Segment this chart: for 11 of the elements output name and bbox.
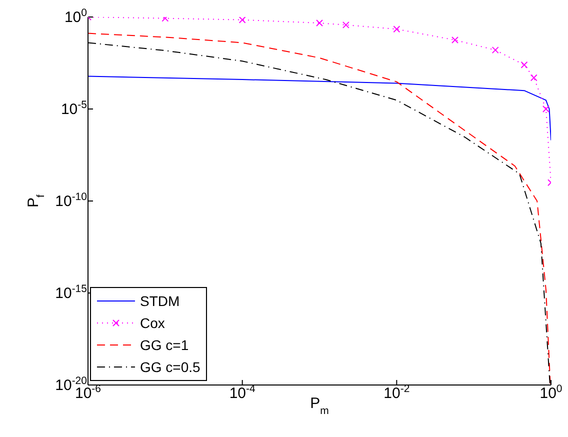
x-axis-title: P$_{m}$ [310, 395, 330, 417]
y-tick-label: 10$^{-5}$ [60, 99, 88, 118]
legend-label: GG c=1 [140, 337, 189, 353]
legend-label: Cox [140, 315, 165, 331]
legend-label: STDM [140, 293, 180, 309]
x-tick-label: 10$^{-4}$ [229, 383, 256, 402]
legend-label: GG c=0.5 [140, 359, 200, 375]
y-tick-label: 10$^{-10}$ [55, 191, 88, 210]
x-tick-label: 10$^{0}$ [540, 383, 562, 402]
y-tick-label: 10$^{0}$ [64, 7, 88, 26]
y-tick-label: 10$^{-15}$ [55, 283, 88, 302]
